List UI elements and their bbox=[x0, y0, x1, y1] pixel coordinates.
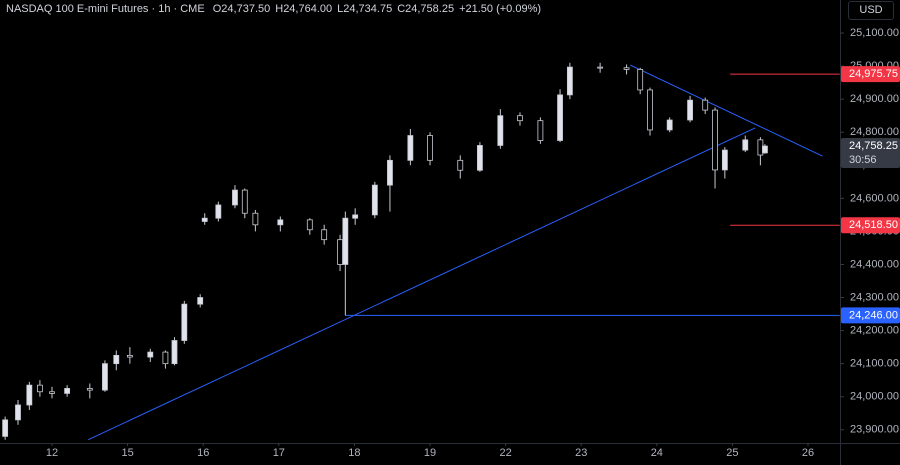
candle-body bbox=[371, 184, 378, 216]
candle-body bbox=[102, 363, 108, 391]
candle-body bbox=[387, 159, 393, 186]
candle-body bbox=[86, 388, 93, 391]
candle-body bbox=[37, 384, 43, 393]
candle-body bbox=[427, 135, 433, 161]
price-label: 24,975.75 bbox=[849, 68, 898, 80]
candle-body bbox=[623, 67, 630, 70]
currency-button[interactable]: USD bbox=[848, 1, 894, 20]
ohlc-value: 24,764.00 bbox=[283, 3, 333, 15]
y-tick-label: 24,000.00 bbox=[850, 391, 899, 403]
ohlc-value: 24,758.25 bbox=[405, 3, 455, 15]
y-tick-label: 24,200.00 bbox=[850, 325, 899, 337]
x-tick-label: 26 bbox=[802, 447, 814, 459]
candle-body bbox=[566, 66, 573, 96]
candle-body bbox=[49, 391, 55, 394]
ohlc-key: C bbox=[397, 3, 406, 15]
candle-body bbox=[321, 229, 328, 241]
candle-body bbox=[162, 351, 169, 365]
trend-line bbox=[630, 64, 823, 157]
candle-body bbox=[113, 354, 120, 365]
x-tick-label: 25 bbox=[726, 447, 738, 459]
candle-body bbox=[126, 354, 133, 358]
candle-body bbox=[181, 303, 188, 341]
legend-header: NASDAQ 100 E-mini Futures · 1h · CME O24… bbox=[6, 3, 546, 15]
y-tick-label: 24,300.00 bbox=[850, 291, 899, 303]
candle-body bbox=[252, 212, 259, 226]
candle-body bbox=[201, 217, 208, 222]
candle-body bbox=[557, 94, 563, 141]
ohlc-key: H bbox=[275, 3, 284, 15]
candle-body bbox=[2, 419, 9, 437]
candle-body bbox=[637, 69, 644, 91]
x-tick-label: 23 bbox=[575, 447, 587, 459]
candle-body bbox=[407, 135, 414, 161]
countdown: 30:56 bbox=[849, 154, 877, 166]
candle-body bbox=[497, 115, 504, 146]
candle-body bbox=[712, 109, 718, 171]
candle-body bbox=[306, 219, 313, 231]
x-tick-label: 22 bbox=[499, 447, 511, 459]
candle-body bbox=[537, 120, 544, 141]
ohlc-value: 24,734.75 bbox=[343, 3, 393, 15]
y-tick-label: 24,900.00 bbox=[850, 93, 899, 105]
x-tick-label: 15 bbox=[121, 447, 133, 459]
y-tick-label: 23,900.00 bbox=[850, 424, 899, 436]
candle-body bbox=[277, 219, 284, 226]
price-label-box bbox=[841, 138, 900, 169]
x-tick-label: 18 bbox=[348, 447, 360, 459]
candle-body bbox=[26, 384, 33, 406]
x-tick-label: 17 bbox=[273, 447, 285, 459]
candle-body bbox=[517, 115, 523, 122]
trend-line bbox=[88, 127, 756, 441]
symbol: NASDAQ 100 E-mini Futures · 1h · CME bbox=[6, 3, 205, 15]
candle-body bbox=[171, 340, 178, 365]
candle-body bbox=[15, 404, 21, 421]
ohlc-key: O bbox=[212, 3, 222, 15]
price-label: 24,246.00 bbox=[849, 309, 898, 321]
candle-body bbox=[721, 149, 728, 171]
x-tick-label: 16 bbox=[197, 447, 209, 459]
change: +21.50 (+0.09%) bbox=[459, 3, 542, 15]
x-tick-label: 12 bbox=[46, 447, 58, 459]
candle-body bbox=[762, 145, 768, 154]
candle-body bbox=[477, 145, 483, 171]
candle-body bbox=[647, 89, 653, 131]
y-tick-label: 25,100.00 bbox=[850, 27, 899, 39]
candle-body bbox=[352, 214, 359, 219]
price-label-box bbox=[841, 217, 900, 234]
price-label-box bbox=[841, 66, 900, 83]
candle-body bbox=[687, 99, 693, 121]
candle-body bbox=[342, 217, 349, 265]
ohlc-key: L bbox=[337, 3, 344, 15]
ohlc-value: 24,737.50 bbox=[221, 3, 271, 15]
candle-body bbox=[147, 351, 154, 358]
candle-body bbox=[197, 297, 204, 305]
y-tick-label: 24,600.00 bbox=[850, 192, 899, 204]
y-tick-label: 24,800.00 bbox=[850, 126, 899, 138]
candle-body bbox=[337, 239, 343, 265]
candle-body bbox=[666, 119, 673, 131]
price-label: 24,758.25 bbox=[849, 140, 898, 152]
candle-body bbox=[457, 159, 464, 171]
candle-body bbox=[215, 204, 222, 219]
candle-body bbox=[702, 99, 709, 111]
price-label-box bbox=[841, 307, 900, 324]
candle-body bbox=[241, 189, 248, 214]
candle-body bbox=[597, 66, 604, 69]
candle-body bbox=[742, 139, 749, 151]
candle-body bbox=[64, 388, 71, 394]
y-tick-label: 24,100.00 bbox=[850, 358, 899, 370]
x-tick-label: 24 bbox=[651, 447, 663, 459]
x-tick-label: 19 bbox=[424, 447, 436, 459]
candle-body bbox=[232, 189, 238, 206]
price-label: 24,518.50 bbox=[849, 219, 898, 231]
y-tick-label: 24,400.00 bbox=[850, 258, 899, 270]
